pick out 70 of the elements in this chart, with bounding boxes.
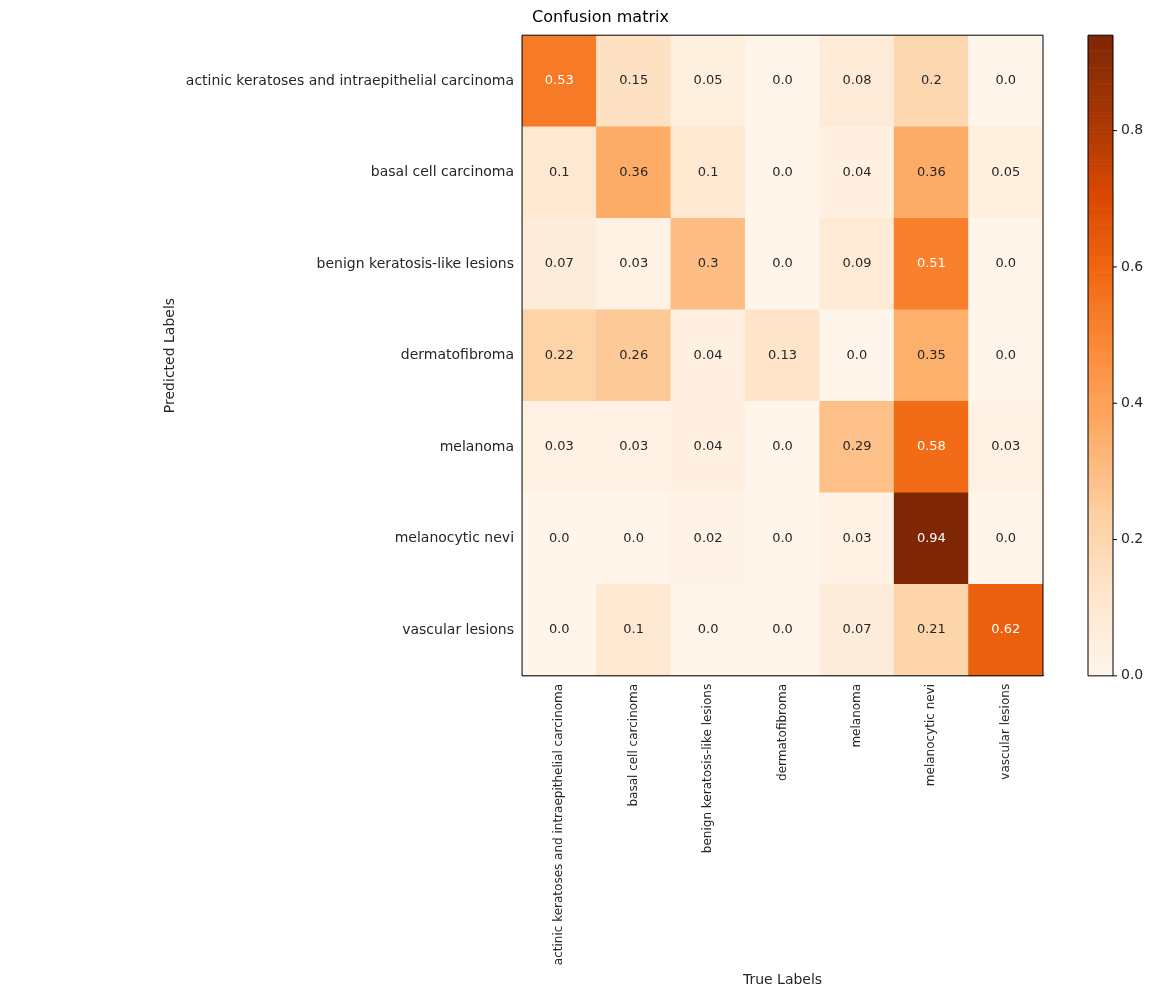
data-label: 0.0: [772, 255, 793, 271]
y-tick-label: dermatofibroma: [400, 346, 515, 363]
data-label: 0.09: [842, 255, 872, 271]
data-label: 0.58: [916, 438, 946, 454]
data-label: 0.05: [693, 72, 723, 88]
data-label: 0.0: [772, 72, 793, 88]
data-label: 0.62: [991, 621, 1021, 637]
data-label: 0.22: [544, 346, 574, 362]
x-tick-label: melanocytic nevi: [923, 683, 938, 787]
data-label: 0.04: [693, 346, 723, 362]
data-label: 0.07: [544, 255, 574, 271]
data-label: 0.0: [772, 529, 793, 545]
color-bar-label: 0.8: [1121, 121, 1144, 138]
x-tick-label: melanoma: [849, 683, 864, 748]
data-label: 0.36: [916, 163, 946, 179]
data-label: 0.13: [768, 346, 797, 362]
x-axis-title: True Labels: [741, 971, 823, 988]
x-tick-label: benign keratosis-like lesions: [700, 683, 715, 854]
data-label: 0.03: [619, 438, 649, 454]
data-label: 0.0: [772, 621, 793, 637]
data-label: 0.53: [544, 72, 574, 88]
data-label: 0.0: [995, 346, 1017, 362]
data-label: 0.0: [995, 255, 1017, 271]
color-bar-label: 0.6: [1121, 257, 1144, 274]
data-label: 0.07: [842, 621, 872, 637]
y-tick-label: melanocytic nevi: [394, 529, 515, 546]
data-label: 0.0: [548, 529, 570, 545]
data-label: 0.03: [991, 438, 1021, 454]
color-bar-label: 0.2: [1121, 530, 1144, 547]
data-label: 0.51: [916, 255, 946, 271]
data-label: 0.36: [619, 163, 649, 179]
x-tick-label: basal cell carcinoma: [625, 683, 640, 807]
data-label: 0.0: [772, 438, 793, 454]
data-label: 0.26: [619, 346, 649, 362]
x-tick-label: dermatofibroma: [774, 683, 789, 781]
data-label: 0.0: [995, 529, 1017, 545]
data-label: 0.35: [916, 346, 946, 362]
data-label: 0.03: [544, 438, 574, 454]
data-label: 0.21: [916, 621, 946, 637]
y-tick-label: actinic keratoses and intraepithelial carcinoma: [185, 71, 515, 88]
data-label: 0.08: [842, 72, 872, 88]
data-label: 0.2: [921, 72, 942, 88]
y-tick-label: melanoma: [439, 437, 515, 454]
data-label: 0.03: [842, 529, 872, 545]
y-tick-label: vascular lesions: [402, 620, 515, 637]
chart-title: Confusion matrix: [532, 6, 669, 26]
data-label: 0.0: [697, 621, 719, 637]
y-tick-label: basal cell carcinoma: [370, 163, 515, 180]
data-label: 0.1: [697, 163, 719, 179]
y-axis-title: Predicted Labels: [161, 297, 178, 414]
data-label: 0.04: [842, 163, 872, 179]
color-bar-label: 0.0: [1121, 666, 1144, 683]
data-label: 0.29: [842, 438, 872, 454]
data-label: 0.0: [548, 621, 570, 637]
data-label: 0.3: [697, 255, 719, 271]
data-label: 0.0: [772, 163, 793, 179]
data-label: 0.02: [693, 529, 723, 545]
data-label: 0.03: [619, 255, 649, 271]
data-label: 0.15: [619, 72, 649, 88]
data-label: 0.0: [995, 72, 1017, 88]
data-label: 0.05: [991, 163, 1021, 179]
data-label: 0.0: [623, 529, 645, 545]
x-tick-label: vascular lesions: [997, 683, 1012, 780]
color-bar-label: 0.4: [1121, 393, 1144, 410]
data-label: 0.1: [548, 163, 570, 179]
data-label: 0.1: [623, 621, 645, 637]
data-label: 0.04: [693, 438, 723, 454]
data-label: 0.0: [846, 346, 868, 362]
y-tick-label: benign keratosis-like lesions: [316, 254, 515, 271]
data-label: 0.94: [916, 529, 946, 545]
